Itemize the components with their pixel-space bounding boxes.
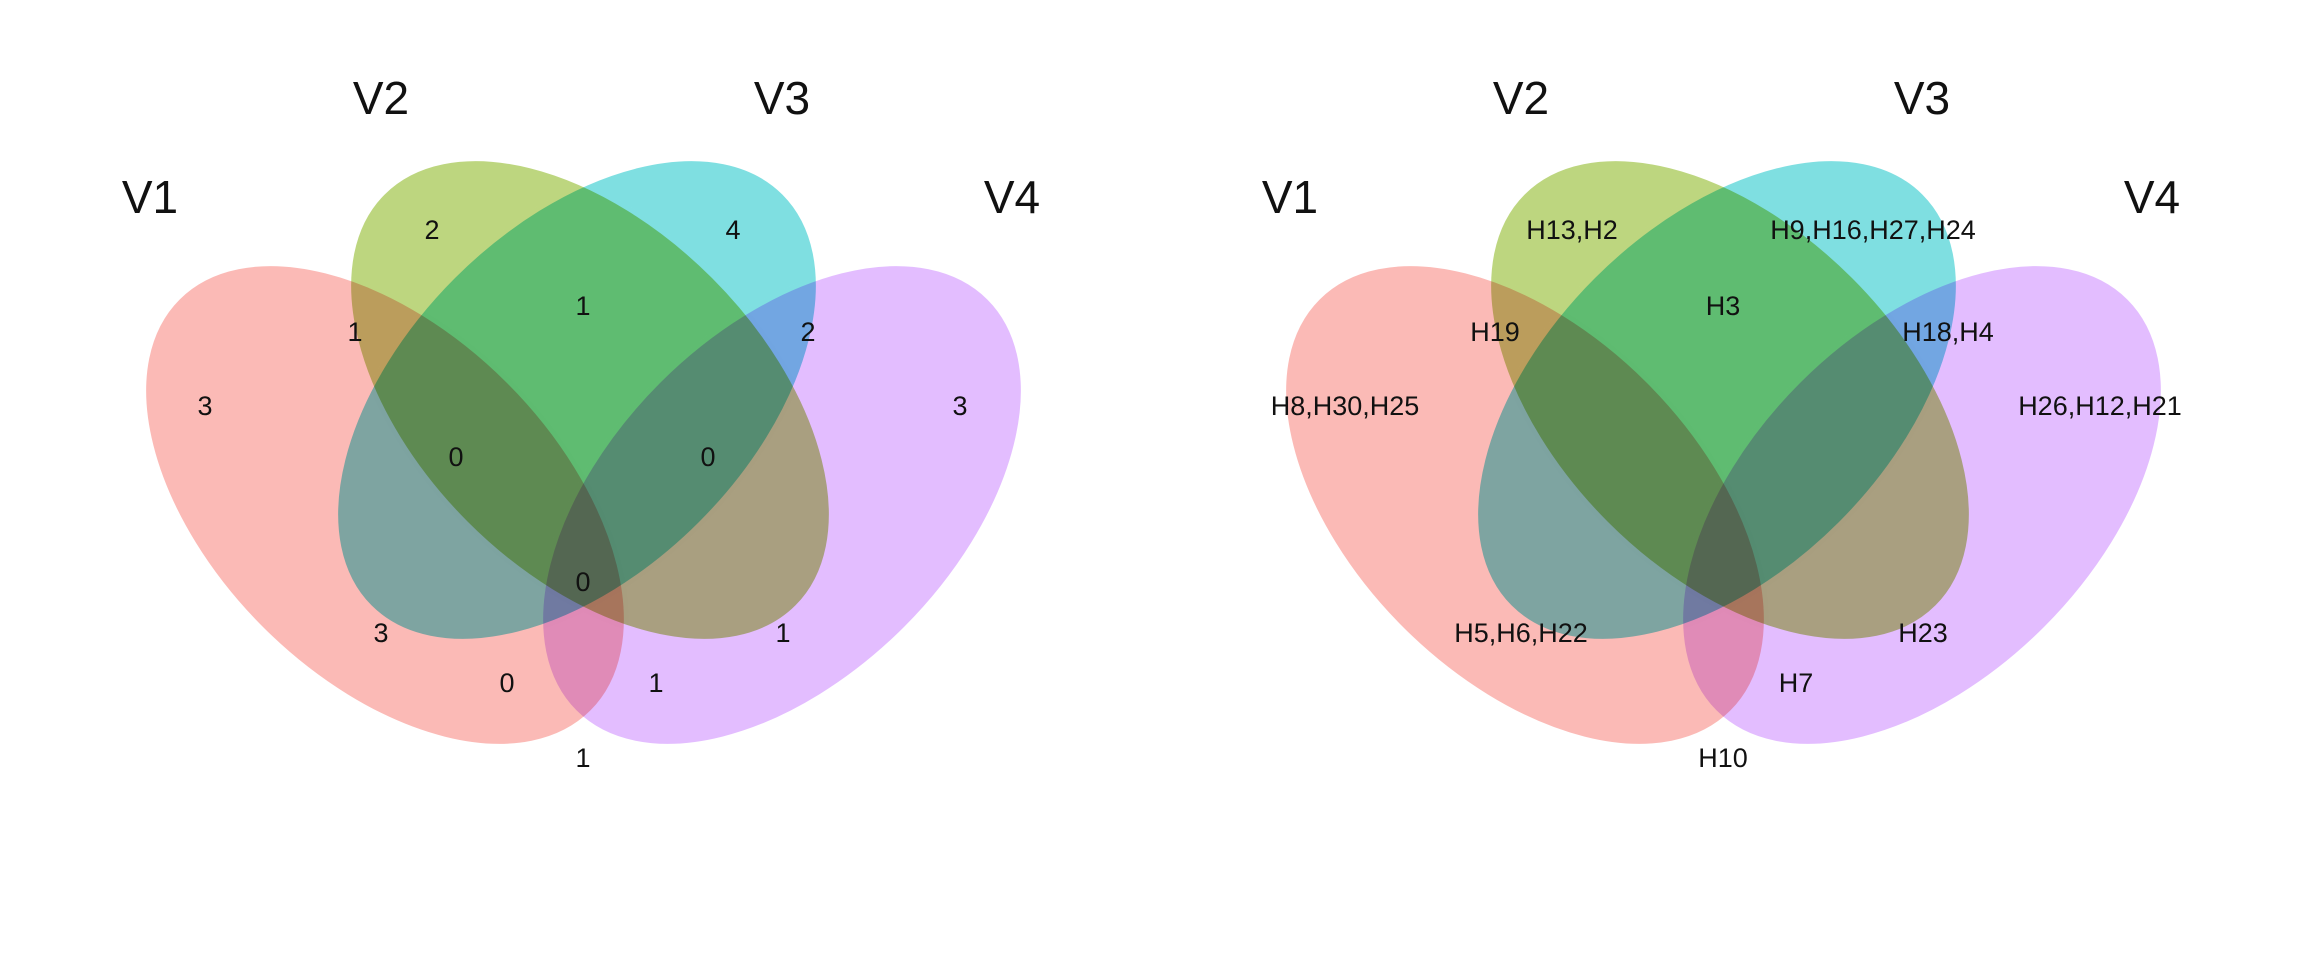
set-label-v2: V2: [1493, 72, 1549, 124]
region-label-v1-v4: 1: [575, 743, 590, 773]
region-label-v1-v2-v4: 1: [648, 668, 663, 698]
set-label-v4: V4: [984, 171, 1040, 223]
region-label-v2-v4: H23: [1898, 618, 1948, 648]
region-label-v2-v3: H3: [1706, 291, 1741, 321]
set-ellipse-v4: [1678, 261, 2166, 749]
region-label-v3: 4: [725, 215, 740, 245]
region-label-v2-v4: 1: [775, 618, 790, 648]
region-label-v4: H26,H12,H21: [2018, 391, 2182, 421]
region-label-v4: 3: [952, 391, 967, 421]
region-label-v3: H9,H16,H27,H24: [1770, 215, 1976, 245]
region-label-v1-v2-v3-v4: 0: [575, 567, 590, 597]
region-label-v1-v3: H5,H6,H22: [1454, 618, 1588, 648]
set-label-v1: V1: [1262, 171, 1318, 223]
region-label-v2: H13,H2: [1526, 215, 1618, 245]
region-label-v1: H8,H30,H25: [1271, 391, 1420, 421]
set-label-v1: V1: [122, 171, 178, 223]
set-label-v4: V4: [2124, 171, 2180, 223]
region-label-v1-v2-v4: H7: [1779, 668, 1814, 698]
set-ellipse-v4: [538, 261, 1026, 749]
region-label-v1-v2: 1: [347, 317, 362, 347]
set-label-v3: V3: [754, 72, 810, 124]
set-label-v2: V2: [353, 72, 409, 124]
region-label-v1-v3-v4: 0: [499, 668, 514, 698]
region-label-v1-v4: H10: [1698, 743, 1748, 773]
region-label-v2: 2: [424, 215, 439, 245]
set-label-v3: V3: [1894, 72, 1950, 124]
venn-diagram-1: V1 V2 V3 V4 3 2 4 3 1 1 2 0 0 0 3 1 0 1 1: [122, 72, 1040, 773]
region-label-v1-v2-v3: 0: [448, 442, 463, 472]
region-label-v1: 3: [197, 391, 212, 421]
region-label-v1-v2: H19: [1470, 317, 1520, 347]
region-label-v3-v4: H18,H4: [1902, 317, 1994, 347]
region-label-v2-v3-v4: 0: [700, 442, 715, 472]
region-label-v1-v3: 3: [373, 618, 388, 648]
venn-diagram-2: V1 V2 V3 V4 H8,H30,H25 H13,H2 H9,H16,H27,H24 H2…: [1262, 72, 2182, 773]
region-label-v2-v3: 1: [575, 291, 590, 321]
region-label-v3-v4: 2: [800, 317, 815, 347]
